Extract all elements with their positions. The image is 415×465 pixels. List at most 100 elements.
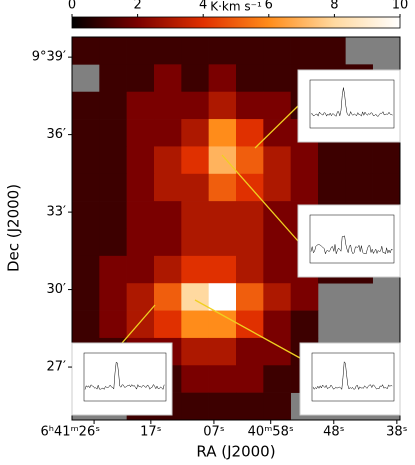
map-cell [181,337,209,366]
inset-axes [311,352,395,402]
map-cell [181,392,209,421]
map-cell [99,228,127,257]
map-cell [208,255,237,284]
map-cell [181,201,209,229]
colorbar-tick-label: 6 [265,0,273,13]
y-tick-label: 33′ [47,205,67,220]
map-cell [236,201,264,229]
y-tick-label: 36′ [47,127,67,142]
map-cell [290,310,319,339]
x-tick-label: 48ˢ [323,425,345,440]
x-tick-label: 07ˢ [203,425,225,440]
map-cell [126,310,155,339]
map-cell [99,64,127,93]
y-tick-label: 27′ [47,360,67,375]
map-cell [154,37,182,65]
colorbar-tick-label: 8 [330,0,338,13]
inset-box [297,204,401,278]
x-tick-label: 6ʰ41ᵐ26ˢ [41,425,101,440]
map-cell [208,283,237,311]
map-cell [72,146,100,175]
map-cell [154,119,182,147]
map-cell [263,337,291,366]
map-cell [345,146,373,175]
map-cell [208,392,237,421]
map-cell [208,337,237,366]
colorbar [71,16,401,29]
map-cell [208,146,237,175]
map-cell [126,64,155,93]
map-cell [263,37,291,65]
map-cell [208,91,237,120]
inset-spectrum [312,361,393,391]
map-cell [72,91,100,120]
map-cell [181,119,209,147]
map-cell [236,365,264,393]
map-cell [181,37,209,65]
map-cell [236,119,264,147]
map-cell [290,173,319,202]
x-axis-label: RA (J2000) [196,443,275,461]
map-cell [181,91,209,120]
map-cell [290,283,319,311]
map-cell [99,201,127,229]
map-cell [263,91,291,120]
map-cell [72,173,100,202]
map-cell [99,255,127,284]
map-cell [236,283,264,311]
inset-spectrum [310,235,393,255]
map-cell [263,64,291,93]
map-cell [263,365,291,393]
map-cell [263,173,291,202]
map-cell [208,365,237,393]
map-cell [154,173,182,202]
map-cell [263,392,291,421]
map-cell [318,37,346,65]
map-cell [126,201,155,229]
connector [221,154,299,242]
map-cell [263,201,291,229]
y-tick-label: 9°39′ [32,50,66,65]
map-cell [372,146,401,175]
map-cell [372,173,401,202]
inset-axes [309,79,395,129]
map-cell [208,228,237,257]
map-cell [236,228,264,257]
map-cell [126,37,155,65]
inset-box [297,69,401,143]
map-cell [126,255,155,284]
map-cell [154,201,182,229]
map-cell [126,146,155,175]
map-cell [154,228,182,257]
map-cell [181,283,209,311]
map-cell [236,146,264,175]
map-cell [208,173,237,202]
map-cell [236,392,264,421]
map-cell [72,283,100,311]
map-cell [99,283,127,311]
map-cell [126,228,155,257]
inset-box [299,342,401,416]
inset-spectrum [84,361,165,390]
x-tick-label: 40ᵐ58ˢ [248,425,294,440]
map-cell [126,119,155,147]
map-cell [290,37,319,65]
map-cell [208,201,237,229]
connector [121,304,156,344]
map-cell [126,173,155,202]
map-cell [154,255,182,284]
map-cell [263,146,291,175]
colorbar-tick-label: 2 [133,0,141,13]
map-cell [263,255,291,284]
map-cell [181,64,209,93]
map-cell [72,201,100,229]
map-cell [236,310,264,339]
map-cell [236,64,264,93]
map-cell [181,310,209,339]
map-cell [181,228,209,257]
y-tick-label: 30′ [47,282,67,297]
map-cell [126,91,155,120]
map-cell [263,228,291,257]
map-cell [72,37,100,65]
